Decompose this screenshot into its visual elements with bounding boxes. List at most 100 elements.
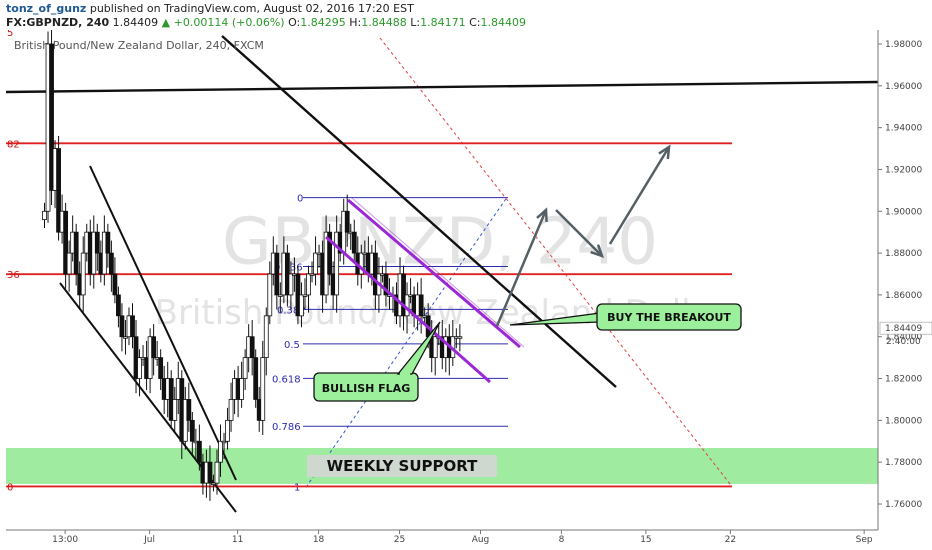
candle-body [196,440,202,463]
publish-info: published on TradingView.com, August 02,… [89,2,414,15]
candle-body [116,294,121,317]
dashed-blue-diagonal [305,198,507,488]
candle-body [288,273,294,296]
symbol-label: FX:GBPNZD, 240 [6,16,110,29]
candle-body [253,357,259,400]
flag-lower-line [325,235,491,384]
candle-body [214,461,220,484]
candle [302,278,308,310]
projection-arrow-down-head [590,244,605,259]
candle-body [112,273,118,296]
close-value: 1.84409 [480,16,526,29]
candle [211,474,216,492]
candle-body [239,378,245,400]
candle-body [334,231,340,296]
candle-body [63,210,69,275]
candle [221,432,227,460]
candle-body [56,148,61,233]
candle [116,286,121,328]
candle-body [186,399,192,421]
candle-body [94,231,100,254]
candle-body [73,231,79,275]
candle [277,282,283,313]
candle [418,278,424,334]
left-level-label: 82 [7,139,20,150]
candle-body [66,252,72,275]
candle-body [218,440,223,463]
candle [186,382,192,432]
candle [151,324,157,376]
projection-arrow-up-shaft [495,209,548,327]
price-tick-label: 1.90000 [885,207,922,217]
candle-body [158,357,164,379]
candle-body [172,399,178,421]
candle [112,257,118,304]
candle-body [277,294,283,297]
quote-line: FX:GBPNZD, 240 1.84409 ▲ +0.00114 (+0.06… [6,16,526,29]
candle [119,303,125,352]
projection-arrow-down [555,209,605,259]
projection-arrow-up-head [536,207,548,223]
price-tick-label: 1.86000 [885,291,922,301]
time-tick-label: Jul [143,535,155,545]
candle-body [211,482,216,485]
candle-body [404,294,410,317]
candle [63,202,69,289]
candle [228,382,234,432]
open-label: O: [288,16,301,29]
candle-body [327,231,333,275]
projection-arrow-up [495,207,548,327]
author-name[interactable]: tonz_of_gunz [6,2,87,15]
candle [260,340,266,435]
high-label: H: [349,16,362,29]
candle [225,407,230,450]
price-tick-label: 1.98000 [885,40,922,50]
left-level-label: 36 [7,270,20,281]
projection-arrow-up-2-shaft [608,146,671,245]
candle-body [108,252,114,275]
candle [239,361,245,408]
time-tick-label: 22 [725,535,736,545]
time-tick-label: 11 [232,535,243,545]
candle-body [151,336,157,359]
last-price: 1.84409 [112,16,159,29]
flag-upper-line [347,198,521,349]
candle [218,424,223,477]
candle-body [457,336,463,339]
candle-body [432,336,438,359]
candle [383,261,389,307]
time-tick-label: 25 [394,535,405,545]
candle-body [302,294,308,297]
candle [344,194,350,247]
candle [130,303,135,349]
last-price-marker [879,321,932,335]
candle-body [228,399,234,421]
candle [105,223,111,268]
candle [274,244,280,310]
candle [263,307,269,376]
high-value: 1.84488 [361,16,407,29]
time-tick-label: 13:00 [52,535,78,545]
candle-body [80,252,86,296]
candle [123,320,128,355]
candle [196,424,202,471]
candle [288,261,294,310]
publish-line: tonz_of_gunz published on TradingView.co… [6,2,414,15]
price-tick-label: 1.84000 [885,333,922,343]
candle [172,386,178,432]
candle [253,349,259,408]
fib-label-0.618: 0.618 [272,374,301,385]
projection-arrow-up-2 [608,144,671,245]
change-value: +0.00114 (+0.06%) [173,16,285,29]
candle [267,261,273,325]
price-tick-label: 1.92000 [885,165,922,175]
projection-arrow-up-2-head [658,144,671,160]
candle-body [306,273,311,296]
candle [73,223,79,286]
candle [49,30,54,205]
candle-body [137,357,142,379]
up-arrow-icon: ▲ [161,16,171,29]
candle [327,223,333,286]
candle-body [299,294,304,317]
